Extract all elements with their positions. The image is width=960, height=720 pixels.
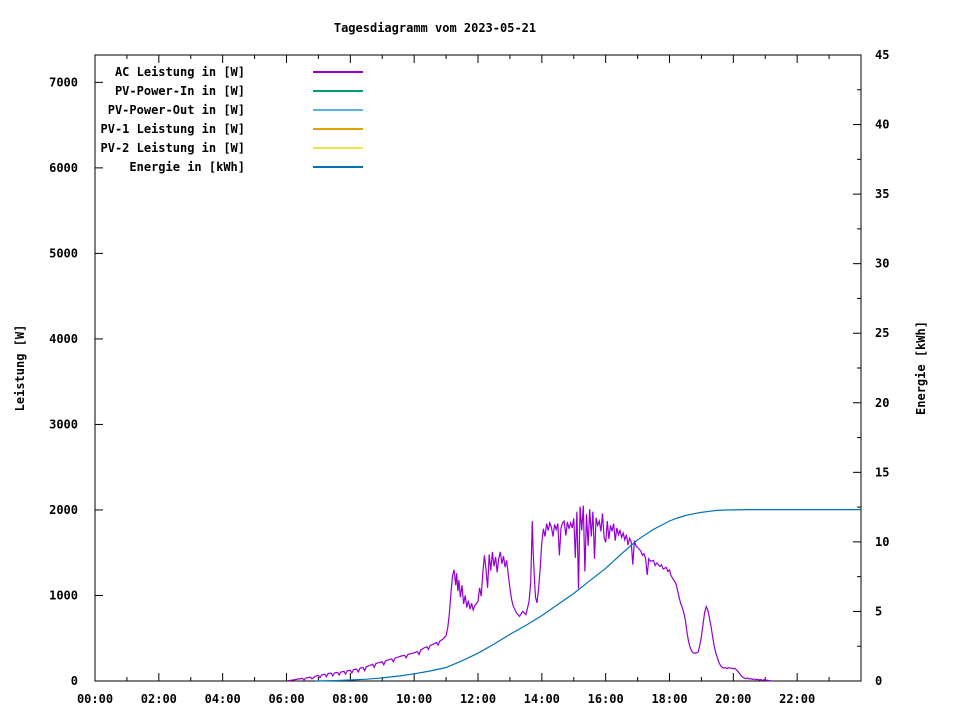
legend-line-sample — [313, 146, 363, 149]
legend-item: PV-2 Leistung in [W] — [95, 138, 363, 157]
legend-line-sample — [313, 165, 363, 168]
chart-legend: AC Leistung in [W] PV-Power-In in [W] PV-P… — [95, 62, 363, 176]
legend-item: PV-1 Leistung in [W] — [95, 119, 363, 138]
y-right-tick-label: 45 — [875, 48, 889, 62]
legend-line-sample — [313, 108, 363, 111]
x-tick-label: 20:00 — [715, 692, 751, 706]
right-axis-label: Energie [kWh] — [914, 321, 928, 415]
y-right-tick-label: 40 — [875, 118, 889, 132]
y-left-tick-label: 0 — [71, 674, 78, 688]
legend-line-sample — [313, 89, 363, 92]
y-right-tick-label: 15 — [875, 465, 889, 479]
y-right-tick-label: 25 — [875, 326, 889, 340]
y-left-tick-label: 1000 — [49, 588, 78, 602]
legend-line-sample — [313, 127, 363, 130]
x-tick-label: 22:00 — [779, 692, 815, 706]
series-energie-in-kwh- — [315, 509, 861, 682]
x-tick-label: 12:00 — [460, 692, 496, 706]
legend-item: PV-Power-Out in [W] — [95, 100, 363, 119]
series-ac-leistung-in-w- — [288, 505, 772, 682]
x-tick-label: 16:00 — [588, 692, 624, 706]
legend-label: AC Leistung in [W] — [114, 64, 245, 79]
y-left-tick-label: 2000 — [49, 503, 78, 517]
legend-label: PV-Power-In in [W] — [114, 83, 245, 98]
y-right-tick-label: 30 — [875, 257, 889, 271]
y-right-tick-label: 20 — [875, 396, 889, 410]
y-right-tick-label: 10 — [875, 535, 889, 549]
legend-label: Energie in [kWh] — [129, 159, 245, 174]
x-tick-label: 00:00 — [77, 692, 113, 706]
x-tick-label: 02:00 — [141, 692, 177, 706]
legend-label: PV-2 Leistung in [W] — [100, 140, 246, 155]
left-axis-label: Leistung [W] — [13, 324, 27, 412]
legend-item: Energie in [kWh] — [95, 157, 363, 176]
y-left-tick-label: 4000 — [49, 332, 78, 346]
legend-label: PV-1 Leistung in [W] — [100, 121, 246, 136]
legend-label: PV-Power-Out in [W] — [107, 102, 245, 117]
x-tick-label: 08:00 — [332, 692, 368, 706]
y-right-tick-label: 5 — [875, 604, 882, 618]
y-right-tick-label: 35 — [875, 187, 889, 201]
x-tick-label: 18:00 — [651, 692, 687, 706]
y-left-tick-label: 5000 — [49, 246, 78, 260]
y-left-tick-label: 7000 — [49, 75, 78, 89]
y-left-tick-label: 3000 — [49, 417, 78, 431]
chart-title: Tagesdiagramm vom 2023-05-21 — [333, 21, 537, 35]
y-right-tick-label: 0 — [875, 674, 882, 688]
y-left-tick-label: 6000 — [49, 161, 78, 175]
x-tick-label: 06:00 — [268, 692, 304, 706]
legend-item: AC Leistung in [W] — [95, 62, 363, 81]
legend-item: PV-Power-In in [W] — [95, 81, 363, 100]
legend-line-sample — [313, 70, 363, 73]
x-tick-label: 10:00 — [396, 692, 432, 706]
x-tick-label: 04:00 — [205, 692, 241, 706]
x-tick-label: 14:00 — [524, 692, 560, 706]
